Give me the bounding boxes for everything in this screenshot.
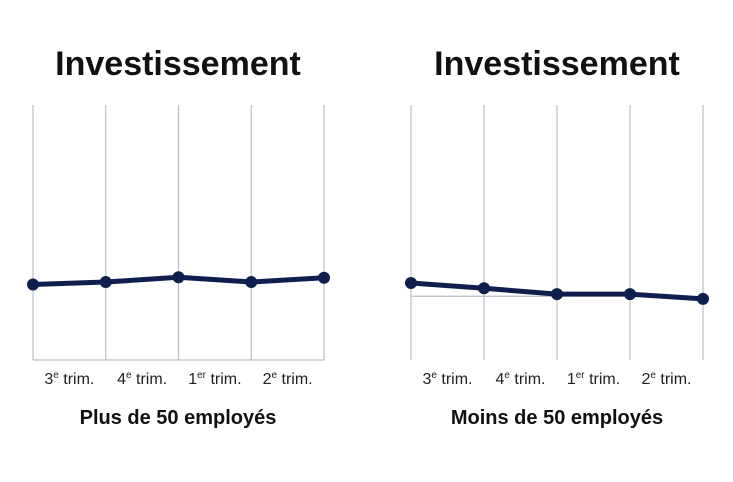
x-tick-label: 1er trim. [567, 370, 620, 388]
chart-title: Investissement [434, 45, 680, 83]
x-tick-label: 3e trim. [422, 370, 472, 388]
chart-panel-1: Investissement 3e trim. 4e trim. 1er trim. 2… [27, 45, 330, 429]
data-point [27, 278, 39, 291]
chart-subtitle: Moins de 50 employés [451, 407, 663, 429]
x-tick-label: 4e trim. [117, 370, 167, 388]
data-point [245, 276, 258, 289]
data-point [697, 292, 709, 305]
x-tick-label: 3e trim. [44, 370, 94, 388]
data-point [551, 288, 563, 301]
data-point [99, 276, 112, 289]
data-point [624, 288, 636, 301]
data-point [405, 276, 417, 289]
x-tick-label: 1er trim. [188, 370, 241, 388]
chart-title: Investissement [55, 45, 301, 83]
chart-subtitle: Plus de 50 employés [80, 407, 277, 429]
x-tick-label: 2e trim. [641, 370, 691, 388]
chart-panel-2: Investissement 3e trim. 4e trim. 1er trim. 2… [405, 45, 709, 429]
x-tick-label: 2e trim. [263, 370, 313, 388]
x-tick-label: 4e trim. [495, 370, 545, 388]
data-point [478, 282, 490, 295]
data-point [318, 271, 330, 284]
data-point [172, 271, 185, 284]
